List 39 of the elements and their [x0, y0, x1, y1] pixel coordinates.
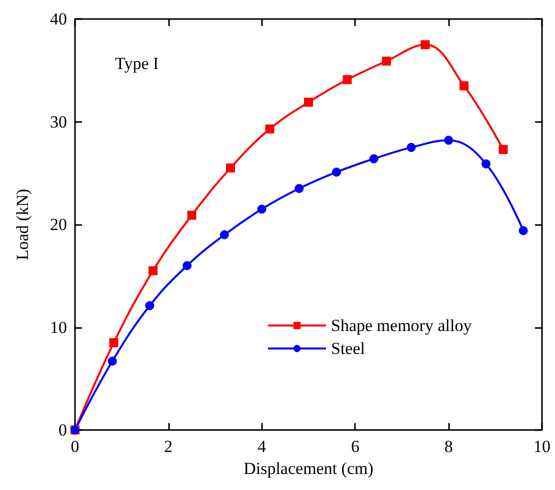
point [342, 75, 352, 84]
point [109, 338, 118, 348]
y-tick-label: 0 [58, 420, 67, 440]
x-tick-label: 0 [70, 437, 80, 456]
annotation: Type I [115, 54, 159, 73]
point [294, 184, 304, 194]
point [460, 81, 469, 90]
point [382, 56, 391, 66]
legend-label: Steel [331, 339, 366, 358]
point [481, 159, 490, 168]
point [498, 144, 508, 154]
point [332, 168, 342, 177]
point [220, 230, 229, 240]
point [304, 98, 313, 107]
point [226, 163, 236, 172]
point [108, 356, 117, 366]
legend-label: Shape memory alloy [331, 316, 472, 335]
point [265, 124, 274, 134]
y-tick-label: 40 [50, 10, 67, 28]
point [182, 261, 192, 270]
x-tick-label: 6 [350, 437, 360, 456]
y-tick-label: 10 [50, 318, 67, 337]
point [145, 301, 154, 310]
point [257, 204, 266, 214]
point [444, 136, 454, 145]
point [420, 40, 430, 50]
point [369, 154, 378, 164]
x-tick-label: 10 [534, 437, 550, 456]
point [148, 266, 158, 276]
point [187, 210, 196, 220]
y-axis-title: Load (kN) [13, 188, 32, 260]
x-tick-label: 8 [444, 437, 453, 456]
y-tick-label: 20 [50, 215, 67, 234]
x-axis-title: Displacement (cm) [244, 458, 374, 478]
x-tick-label: 4 [258, 437, 267, 456]
point [518, 226, 528, 236]
point [406, 142, 416, 152]
x-tick-label: 2 [164, 437, 173, 456]
y-tick-label: 30 [50, 112, 67, 132]
